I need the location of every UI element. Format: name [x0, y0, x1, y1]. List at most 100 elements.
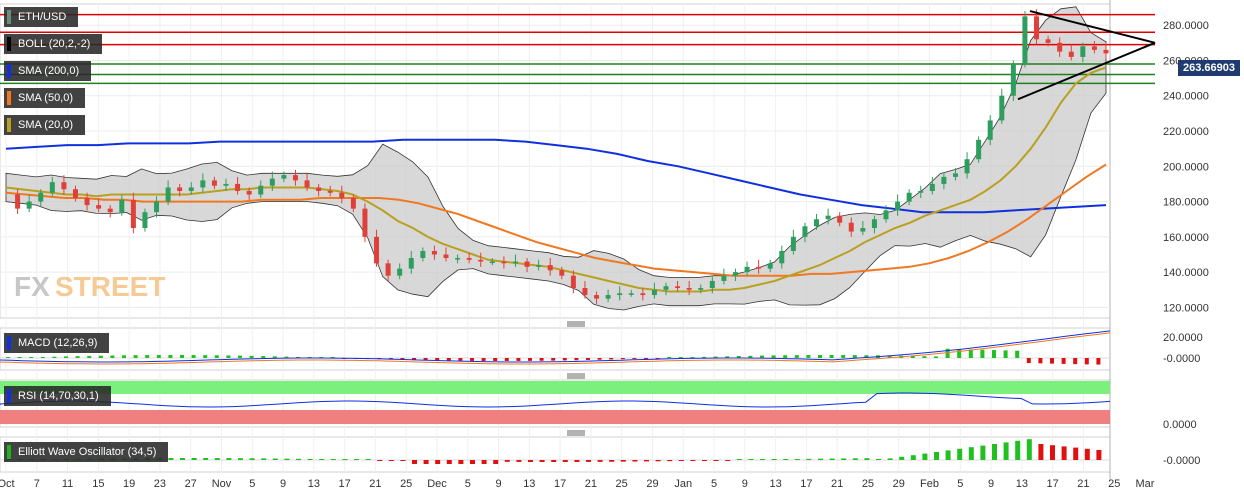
macd-bar	[551, 358, 556, 361]
time-tick-label: 29	[893, 478, 905, 490]
macd-bar	[6, 357, 10, 358]
time-tick-label: 25	[862, 478, 874, 490]
ewo-bar	[968, 447, 974, 460]
candle-body	[987, 120, 993, 140]
macd-bar	[238, 355, 242, 358]
triangle-pattern	[1017, 10, 1156, 101]
candle-body	[292, 175, 298, 181]
macd-bar	[504, 358, 509, 361]
time-tick-label: 15	[92, 478, 104, 490]
ewo-bar	[1026, 439, 1032, 460]
time-tick-label: 13	[523, 478, 535, 490]
ewo-bar	[876, 459, 881, 460]
macd-bar	[296, 356, 300, 358]
ewo-bar	[1038, 444, 1044, 460]
overlay-label-sma20[interactable]: SMA (20,0)	[4, 115, 86, 135]
resize-handle[interactable]	[567, 373, 585, 379]
overlay-label-boll[interactable]: BOLL (20,2,-2)	[4, 34, 103, 54]
macd-bar	[330, 357, 335, 358]
macd-label[interactable]: MACD (12,26,9)	[4, 333, 110, 353]
candle-body	[501, 261, 507, 264]
price-tick-label: 220.0000	[1163, 126, 1209, 138]
ewo-bar	[690, 460, 696, 461]
ewo-bar	[864, 458, 870, 460]
candle-body	[385, 263, 391, 276]
ewo-bar	[1073, 447, 1079, 460]
price-tick-label: 280.0000	[1163, 20, 1209, 32]
candle-body	[628, 293, 634, 295]
macd-bar	[423, 358, 428, 361]
ewo-bar	[481, 460, 487, 464]
candle-body	[316, 187, 322, 191]
candle-body	[408, 258, 414, 269]
time-tick-label: 9	[495, 478, 501, 490]
candle-body	[431, 250, 437, 255]
ewo-bar	[725, 460, 731, 461]
time-tick-label: 9	[280, 478, 286, 490]
candle-body	[895, 201, 901, 211]
sma50-line	[5, 163, 1107, 277]
macd-signal	[0, 332, 1111, 365]
macd-bar	[470, 358, 474, 361]
ewo-bar	[922, 453, 928, 460]
candle-body	[1034, 16, 1040, 40]
ewo-tick-zero: -0.0000	[1163, 455, 1200, 467]
triangle-upper	[1029, 10, 1156, 44]
macd-bar	[922, 356, 927, 358]
macd-bar	[64, 356, 68, 358]
rsi-label[interactable]: RSI (14,70,30,1)	[4, 386, 111, 406]
candle-body	[779, 250, 785, 264]
macd-bar	[887, 355, 892, 358]
ewo-bar	[191, 458, 197, 460]
candle-body	[397, 268, 403, 276]
macd-bar	[249, 355, 254, 358]
ewo-bar	[1084, 448, 1090, 460]
ewo-bar	[319, 459, 325, 460]
overlay-label-sma200[interactable]: SMA (200,0)	[4, 61, 92, 81]
macd-bar	[446, 358, 451, 361]
candle-body	[651, 289, 657, 296]
macd-bar	[806, 355, 811, 358]
macd-bar	[52, 356, 57, 358]
macd-bar	[562, 358, 567, 361]
resize-handle[interactable]	[567, 321, 585, 327]
macd-bar	[655, 358, 660, 359]
swatch-ethusd	[7, 10, 11, 24]
ewo-label[interactable]: Elliott Wave Oscillator (34,5)	[4, 442, 169, 462]
candle-body	[443, 254, 449, 259]
macd-bar	[1026, 358, 1031, 364]
overlay-label-ethusd[interactable]: ETH/USD	[4, 7, 79, 27]
panel-resize-handles[interactable]	[567, 321, 585, 436]
ewo-bar	[307, 458, 313, 460]
macd-bar	[40, 357, 45, 358]
candle-body	[582, 288, 588, 296]
time-tick-label: 17	[800, 478, 812, 490]
ewo-bar	[574, 460, 580, 462]
candle-body	[640, 293, 646, 296]
label-text: SMA (50,0)	[18, 92, 74, 104]
macd-bar	[435, 358, 440, 361]
price-tick-label: 160.0000	[1163, 232, 1209, 244]
candle-body	[559, 270, 565, 276]
macd-bar	[829, 355, 834, 358]
overlay-label-sma50[interactable]: SMA (50,0)	[4, 88, 86, 108]
macd-bar	[1061, 358, 1066, 364]
ewo-bar	[1096, 450, 1102, 460]
ewo-bar	[504, 460, 510, 462]
ewo-bar	[168, 458, 174, 460]
ewo-bar	[806, 458, 812, 460]
macd-bar	[168, 355, 173, 358]
ewo-bar	[388, 460, 394, 461]
resize-handle[interactable]	[567, 430, 585, 436]
candle-body	[489, 261, 495, 264]
candle-body	[675, 286, 681, 289]
candle-body	[594, 295, 600, 299]
time-tick-label: 11	[62, 478, 73, 490]
macd-bar	[852, 355, 857, 358]
sma20-line	[5, 66, 1107, 293]
macd-bar	[841, 355, 846, 358]
macd-bar	[272, 356, 277, 358]
ewo-bar	[771, 459, 777, 460]
candle-body	[374, 236, 380, 264]
